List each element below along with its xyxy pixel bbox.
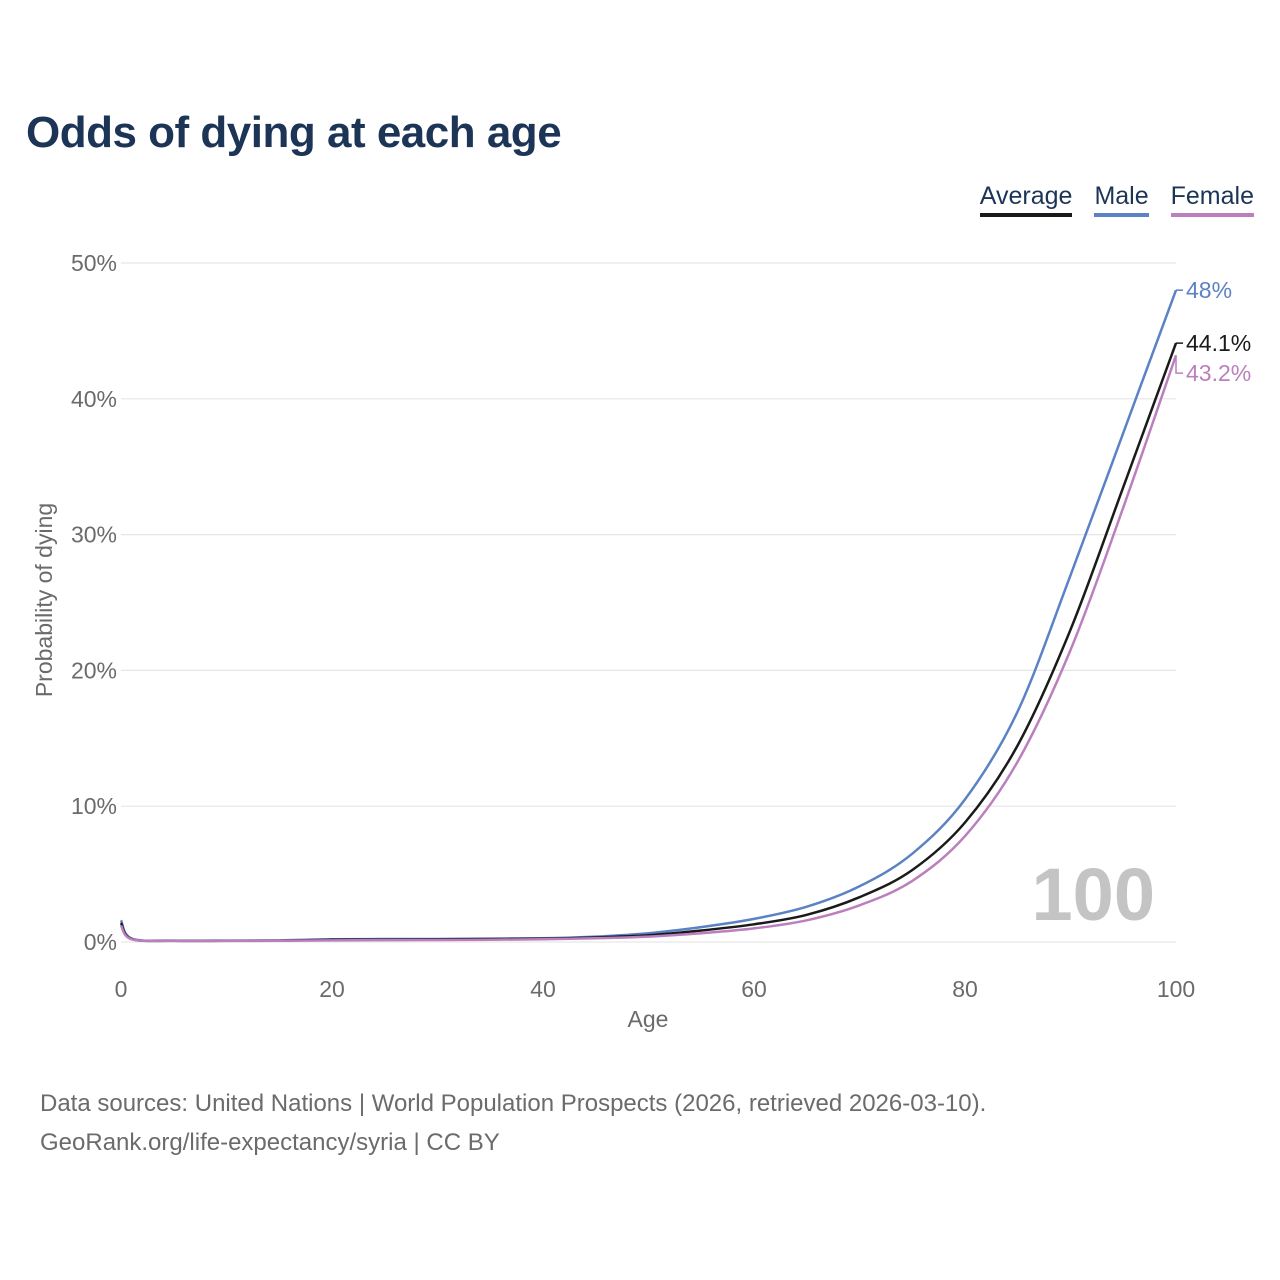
legend-item-average[interactable]: Average	[979, 182, 1073, 217]
y-tick-label: 50%	[71, 250, 117, 276]
series-line-average[interactable]	[119, 342, 1178, 943]
series-line-female[interactable]	[119, 354, 1178, 943]
year-watermark: 100	[1032, 853, 1155, 936]
y-axis-ticks: 0% 10% 20% 30% 40% 50%	[71, 250, 117, 955]
legend: Average Male Female	[979, 182, 1254, 217]
end-label-leader	[1175, 355, 1183, 374]
legend-item-female[interactable]: Female	[1170, 182, 1254, 217]
x-tick-label: 60	[741, 976, 767, 1002]
end-label-average: 44.1%	[1186, 330, 1251, 356]
x-tick-label: 20	[319, 976, 345, 1002]
footer: Data sources: United Nations | World Pop…	[40, 1084, 986, 1162]
source-link[interactable]: GeoRank.org/life-expectancy/syria | CC B…	[40, 1129, 500, 1156]
x-tick-label: 0	[115, 976, 128, 1002]
end-label-female: 43.2%	[1186, 360, 1251, 386]
y-tick-label: 30%	[71, 522, 117, 548]
source-note: Data sources: United Nations | World Pop…	[40, 1090, 987, 1117]
x-axis-label: Age	[628, 1006, 669, 1032]
series-lines	[119, 289, 1178, 943]
y-axis-label: Probability of dying	[31, 503, 57, 697]
y-tick-label: 40%	[71, 386, 117, 412]
x-axis-ticks: 0 20 40 60 80 100	[115, 976, 1196, 1002]
legend-item-male[interactable]: Male	[1094, 182, 1149, 217]
y-tick-label: 10%	[71, 793, 117, 819]
end-label-male: 48%	[1186, 277, 1232, 303]
y-tick-label: 20%	[71, 657, 117, 683]
x-tick-label: 100	[1157, 976, 1195, 1002]
series-line-male[interactable]	[119, 289, 1178, 943]
y-tick-label: 0%	[84, 929, 117, 955]
x-tick-label: 40	[530, 976, 556, 1002]
series-end-labels: 48% 44.1% 43.2%	[1175, 277, 1251, 386]
gridlines	[121, 262, 1176, 943]
x-tick-label: 80	[952, 976, 978, 1002]
chart-title: Odds of dying at each age	[26, 108, 562, 157]
